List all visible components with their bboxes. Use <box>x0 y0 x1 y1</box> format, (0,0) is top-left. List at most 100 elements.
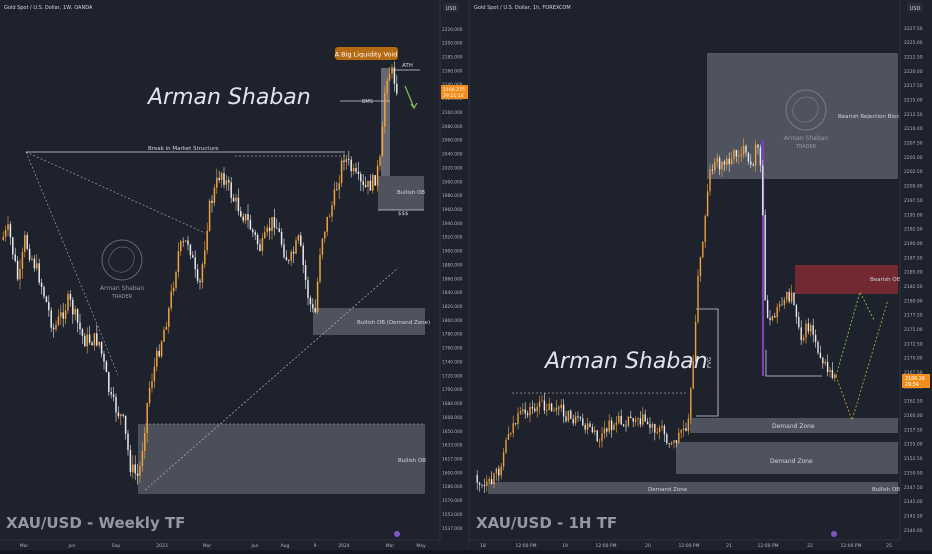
left-candle <box>256 234 259 245</box>
left-candle <box>81 329 84 336</box>
left-candle <box>338 183 340 190</box>
left-y-tick: 1600.000 <box>442 470 463 476</box>
right-candle <box>742 145 745 155</box>
left-candle <box>184 240 187 242</box>
left-break-structure-label: Break in Market Structure <box>148 146 219 152</box>
left-candle <box>86 334 88 347</box>
left-y-tick: 2060.000 <box>442 138 463 144</box>
right-candle <box>507 434 510 440</box>
left-candle <box>218 177 220 180</box>
left-candle <box>67 293 69 311</box>
right-candle <box>709 169 711 192</box>
left-y-tick: 2220.000 <box>442 27 463 33</box>
left-candle <box>350 159 352 172</box>
right-candle <box>574 416 577 424</box>
left-y-tick: 1617.000 <box>442 456 463 462</box>
right-candle <box>721 161 723 170</box>
right-y-tick: 2167.50 <box>904 370 923 376</box>
left-candle <box>16 260 19 280</box>
left-candle <box>280 231 283 245</box>
left-x-tick: Mar <box>203 543 212 549</box>
right-price-axis[interactable]: USD 2227.50 2225.00 2222.50 2220.00 2217.50 2… <box>899 0 932 550</box>
left-candle <box>357 171 360 174</box>
right-candle <box>565 416 567 422</box>
right-demand-3-label: Demand Zone <box>648 487 688 493</box>
left-candle <box>48 302 50 311</box>
left-candle <box>96 333 98 346</box>
right-x-tick: 25 <box>886 543 892 549</box>
left-candle <box>316 281 319 313</box>
left-candle <box>110 391 112 395</box>
right-candle <box>502 452 505 467</box>
right-candle <box>762 165 764 215</box>
left-bms-label: BMS <box>362 99 373 105</box>
right-candle <box>706 191 709 217</box>
right-projection-path <box>835 290 875 377</box>
right-candle <box>620 415 622 425</box>
right-candle <box>529 406 531 416</box>
left-zone-bullish-ob-top <box>378 176 424 210</box>
right-signature: Arman Shaban <box>543 349 708 374</box>
left-candle <box>321 238 324 255</box>
right-candle <box>567 410 570 422</box>
right-candle <box>752 164 754 166</box>
left-candle <box>220 173 223 180</box>
left-x-tick: Mar <box>20 543 29 549</box>
right-candle <box>651 423 654 428</box>
right-candle <box>735 149 738 157</box>
left-candle <box>76 309 79 323</box>
right-candle <box>680 429 682 433</box>
left-event-icon[interactable] <box>394 531 400 537</box>
right-y-tick: 2170.00 <box>904 356 923 362</box>
right-y-tick: 2177.50 <box>904 313 923 319</box>
left-candle <box>304 265 307 281</box>
right-time-axis[interactable]: 18 12:00 PM 19 12:00 PM 20 12:00 PM 21 12:00 PM… <box>469 539 900 550</box>
right-candle <box>730 159 733 165</box>
right-candle <box>733 149 735 160</box>
right-y-tick: 2172.50 <box>904 341 923 347</box>
left-y-tick: 1537.000 <box>442 526 463 532</box>
left-projection-arrowhead <box>410 102 418 110</box>
left-y-tick: 1860.000 <box>442 276 463 282</box>
right-candle <box>687 418 690 432</box>
left-candle <box>112 394 115 397</box>
right-event-icon[interactable] <box>831 531 837 537</box>
left-candle <box>242 216 244 221</box>
left-time-axis[interactable]: Mar Jun Sep 2023 Mar Jun Aug 9 2024 Mar May <box>0 539 440 550</box>
left-x-tick: 9 <box>314 543 317 549</box>
left-candle <box>388 73 391 81</box>
left-candle <box>50 310 52 328</box>
right-candle <box>778 304 781 307</box>
left-candle <box>381 126 384 157</box>
left-price-axis[interactable]: USD 2220.0002200.0002185.0002160.0002140… <box>439 0 468 550</box>
left-candle <box>285 257 288 261</box>
right-candle <box>764 214 766 301</box>
left-y-tick: 2120.000 <box>442 96 463 102</box>
left-candle <box>225 180 228 185</box>
right-candle <box>826 361 829 372</box>
left-candle <box>165 326 168 330</box>
right-candle <box>558 407 560 409</box>
left-y-tick: 2160.000 <box>442 68 463 74</box>
right-y-tick: 2195.00 <box>904 212 923 218</box>
left-candle <box>386 80 388 94</box>
left-candle <box>151 381 153 388</box>
right-logo: Arman Shaban TRADER <box>784 89 828 150</box>
left-candle <box>364 184 367 187</box>
left-trend-line-3 <box>144 267 399 491</box>
left-candle <box>14 254 16 261</box>
right-x-tick: 18 <box>480 543 486 549</box>
left-candle <box>144 433 146 451</box>
right-y-tick: 2180.00 <box>904 298 923 304</box>
left-candle <box>84 335 86 347</box>
right-candle <box>766 300 769 318</box>
right-candle <box>486 481 488 487</box>
right-zone-demand-2 <box>676 442 898 474</box>
right-candle <box>668 443 670 445</box>
right-candle <box>591 427 594 433</box>
right-candle <box>831 369 834 379</box>
left-candle <box>319 254 321 282</box>
right-candle <box>682 428 685 430</box>
right-candle <box>526 413 529 416</box>
left-candle <box>88 334 91 343</box>
